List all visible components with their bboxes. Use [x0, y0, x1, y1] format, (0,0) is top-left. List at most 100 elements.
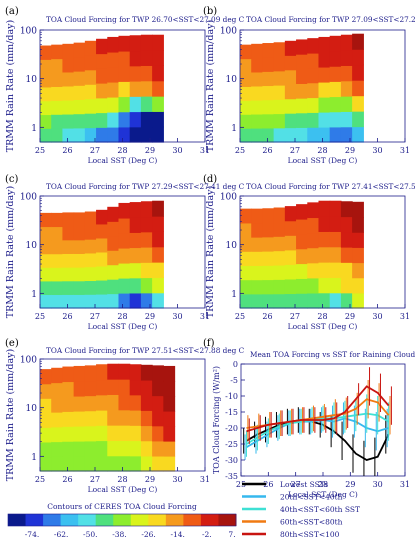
heatmap-cell: [129, 96, 142, 113]
colorbar-swatch: [200, 514, 219, 526]
heatmap-cell: [129, 262, 142, 279]
heatmap-cell: [84, 211, 97, 226]
heatmap-cell: [262, 265, 275, 281]
heatmap-cell: [107, 379, 120, 395]
heatmap-cell: [318, 292, 331, 309]
heatmap-cell: [96, 127, 108, 143]
heatmap-cell: [62, 366, 75, 383]
heatmap-cell: [129, 247, 142, 264]
heatmap-cell: [73, 280, 86, 295]
heatmap-cell: [73, 395, 86, 412]
heatmap-cell: [318, 126, 331, 143]
heatmap-cell: [129, 394, 142, 411]
heatmap-cell: [62, 43, 75, 59]
heatmap-cell: [96, 293, 108, 309]
heatmap-cell: [107, 394, 120, 411]
x-tick-label: 28: [117, 146, 127, 155]
y-tick-label: 10: [26, 404, 38, 414]
heatmap-cell: [329, 277, 342, 294]
y-tick-label: 100: [20, 27, 37, 37]
x-tick-label: 30: [372, 312, 382, 321]
heatmap-cell: [129, 35, 142, 52]
x-tick-label: 28: [317, 146, 327, 155]
heatmap-cell: [51, 426, 64, 443]
legend-label: 20th<SST<40th: [280, 493, 343, 502]
heatmap-cell: [240, 208, 252, 224]
heatmap-cell: [62, 127, 75, 143]
heatmap-cell: [40, 369, 52, 385]
heatmap-cell: [262, 293, 275, 309]
heatmap-cell: [107, 111, 120, 128]
heatmap-cell: [273, 250, 286, 266]
heatmap-cell: [51, 100, 64, 115]
heatmap-cell: [84, 425, 97, 442]
colorbar-tick-label: -14.: [170, 530, 184, 539]
y-tick-label: -25: [225, 440, 238, 449]
heatmap-cell: [140, 379, 153, 396]
heatmap-cell: [140, 216, 153, 233]
x-tick-label: 28: [317, 312, 327, 321]
heatmap-cell: [307, 202, 320, 219]
heatmap-cell: [140, 455, 153, 472]
heatmap-cell: [340, 111, 353, 128]
heatmap-cell: [51, 367, 64, 384]
heatmap-cell: [51, 86, 64, 101]
heatmap-cell: [152, 455, 164, 472]
heatmap-cell: [107, 293, 120, 309]
heatmap-cell: [352, 292, 364, 309]
heatmap-cell: [140, 425, 153, 442]
heatmap-cell: [118, 247, 131, 264]
heatmap-cell: [352, 80, 364, 97]
heatmap-cell: [51, 44, 64, 60]
heatmap-cell: [318, 216, 331, 232]
heatmap-cell: [73, 440, 86, 457]
heatmap-cell: [51, 397, 64, 413]
heatmap-cell: [329, 66, 342, 82]
heatmap-cell: [296, 204, 308, 220]
heatmap-cell: [96, 112, 108, 128]
heatmap-cell: [352, 33, 364, 50]
heatmap-cell: [129, 440, 142, 457]
panel-label: (a): [5, 6, 19, 17]
heatmap-cell: [73, 42, 86, 58]
heatmap-cell: [251, 71, 264, 87]
heatmap-cell: [296, 248, 308, 265]
heatmap-cell: [107, 81, 120, 98]
x-axis-label: Local SST (Deg C): [288, 490, 358, 499]
colorbar: Contours of CERES TOA Cloud Forcing -74. -…: [7, 502, 237, 539]
colorbar-swatch: [43, 514, 62, 526]
heatmap-cell: [107, 363, 120, 380]
y-tick-label: 1: [31, 124, 37, 134]
heatmap-cell: [152, 200, 164, 217]
x-tick-label: 30: [172, 312, 182, 321]
legend-label: 60th<SST<80th: [280, 518, 343, 527]
heatmap-cell: [284, 40, 297, 56]
heatmap-cell: [240, 72, 252, 87]
panel-title: TOA Cloud Forcing for TWP 27.51<SST<27.8…: [46, 346, 245, 355]
heatmap-cell: [107, 206, 120, 222]
heatmap-cell: [118, 126, 131, 143]
heatmap-cell: [140, 65, 153, 82]
colorbar-swatch: [165, 514, 184, 526]
heatmap-cell: [84, 225, 97, 240]
legend-label: 40th<SST<60th SST: [280, 505, 360, 514]
heatmap-cell: [152, 262, 164, 278]
heatmap-cell: [329, 96, 342, 113]
heatmap-cell: [51, 294, 64, 309]
x-tick-label: 28: [117, 475, 127, 484]
heatmap-cell: [240, 114, 252, 129]
heatmap-cell: [96, 53, 108, 69]
heatmap-cell: [251, 57, 264, 73]
y-tick-label: 10: [226, 75, 238, 85]
heatmap-cell: [340, 65, 353, 82]
heatmap-cell: [352, 95, 364, 112]
x-axis-label: Local SST (Deg C): [88, 156, 158, 165]
heatmap-cell: [273, 70, 286, 86]
heatmap-cell: [296, 54, 308, 70]
heatmap-cell: [140, 395, 153, 411]
heatmap-cell: [329, 111, 342, 128]
heatmap-cell: [307, 232, 320, 249]
heatmap-cell: [340, 231, 353, 248]
heatmap-cell: [140, 96, 153, 112]
heatmap-cell: [152, 80, 164, 97]
